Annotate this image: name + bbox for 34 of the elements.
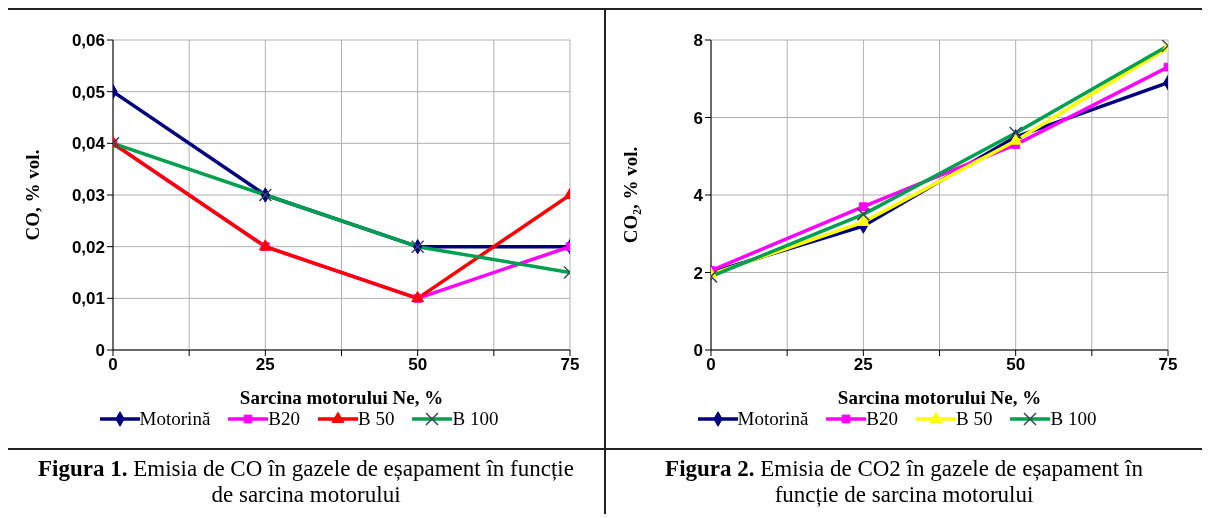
legend-label: B 50 — [956, 408, 993, 430]
y-tick-label: 2 — [693, 263, 703, 283]
legend-label: B20 — [268, 408, 301, 430]
y-tick-label: 0,06 — [71, 31, 105, 51]
legend-label: B 50 — [358, 408, 395, 430]
x-axis-title: Sarcina motorului Ne, % — [837, 387, 1042, 408]
x-tick-label: 50 — [1006, 355, 1026, 375]
y-tick-label: 8 — [693, 31, 703, 51]
x-tick-label: 75 — [1158, 355, 1178, 375]
legend-label: B20 — [866, 408, 899, 430]
y-tick-label: 6 — [693, 108, 703, 128]
y-tick-label: 0 — [95, 341, 105, 361]
x-tick-label: 0 — [108, 355, 118, 375]
y-tick-label: 0 — [693, 341, 703, 361]
y-tick-label: 0,02 — [71, 237, 105, 257]
x-tick-label: 25 — [255, 355, 275, 375]
x-tick-label: 75 — [560, 355, 580, 375]
y-tick-label: 0,03 — [71, 186, 105, 206]
y-tick-label: 0,04 — [71, 134, 106, 154]
y-axis-title: CO, % vol. — [21, 149, 43, 241]
legend-label: Motorină — [737, 408, 809, 430]
x-tick-label: 50 — [408, 355, 428, 375]
legend-label: B 100 — [1050, 408, 1097, 430]
y-tick-label: 0,01 — [71, 289, 105, 309]
legend-label: B 100 — [452, 408, 499, 430]
y-tick-label: 4 — [693, 186, 704, 206]
y-tick-label: 0,05 — [71, 82, 105, 102]
x-tick-label: 25 — [853, 355, 873, 375]
text: Figura 1. Emisia de CO în gazele de eșapament în funcție de sarcina motorului — [38, 456, 574, 507]
x-tick-label: 0 — [706, 355, 716, 375]
y-axis-title: CO₂, % vol. — [619, 146, 641, 244]
legend-label: Motorină — [139, 408, 211, 430]
x-axis-title: Sarcina motorului Ne, % — [239, 387, 444, 408]
text: Figura 2. Emisia de CO2 în gazele de eșapament în funcție de sarcina motorului — [665, 456, 1143, 507]
